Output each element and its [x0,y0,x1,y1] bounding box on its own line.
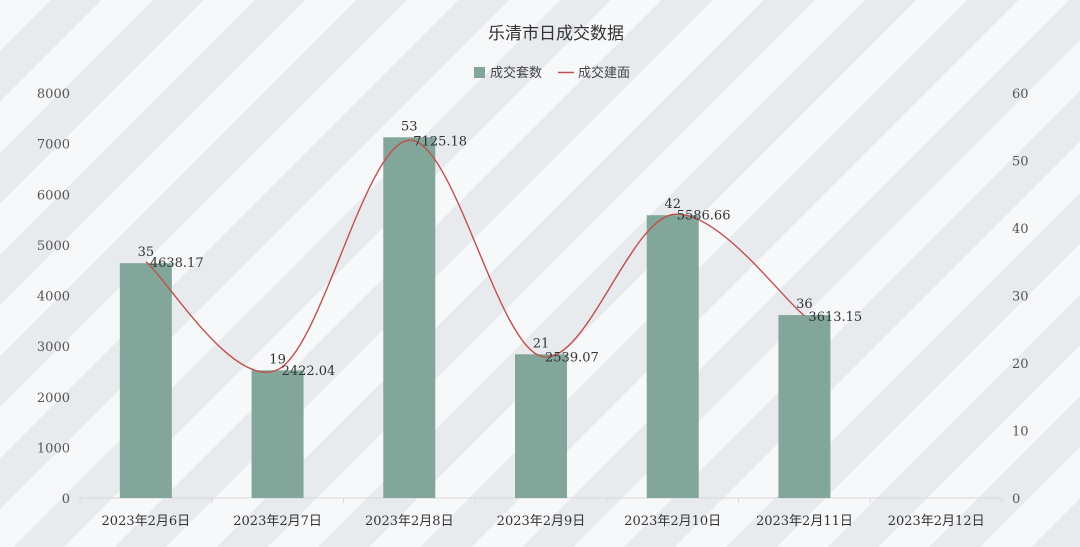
bar-value-label: 19 [269,352,286,367]
line-data-labels: 4638.17 2422.04 7125.18 2539.07 5586.66 3613.… [150,134,862,379]
x-axis-category-label: 2023年2月11日 [756,514,853,529]
x-axis-category-label: 2023年2月9日 [497,514,586,529]
left-axis-ticks: 0 1000 2000 3000 4000 5000 6000 7000 8000 [37,87,70,507]
right-tick-label: 10 [1012,425,1029,440]
left-tick-label: 0 [62,492,70,507]
right-tick-label: 40 [1012,222,1029,237]
bar-value-label: 42 [664,197,681,212]
x-axis-category-label: 2023年2月6日 [102,514,191,529]
left-tick-label: 2000 [37,391,70,406]
bar-value-label: 53 [401,119,418,134]
line-value-label: 2422.04 [282,364,336,379]
left-tick-label: 3000 [37,340,70,355]
bar [778,315,831,498]
bar [515,354,567,498]
line-value-label: 3613.15 [808,310,862,325]
bar [119,263,172,498]
left-tick-label: 6000 [37,188,70,203]
right-tick-label: 50 [1012,155,1029,170]
right-tick-label: 60 [1012,87,1029,102]
x-axis-category-label: 2023年2月12日 [888,514,985,529]
line-value-label: 7125.18 [413,134,467,149]
line-series [145,139,805,373]
left-tick-label: 7000 [37,138,70,153]
bar-value-label: 35 [138,245,155,260]
line-value-label: 5586.66 [677,209,731,224]
left-tick-label: 1000 [37,441,70,456]
x-axis-category-label: 2023年2月7日 [233,514,322,529]
bar-value-label: 21 [533,336,550,351]
right-tick-label: 30 [1012,290,1029,305]
legend-label-line: 成交建面 [578,65,630,81]
bar [251,370,304,498]
right-axis-ticks: 0 10 20 30 40 50 60 [1012,87,1029,507]
left-tick-label: 5000 [37,239,70,254]
right-tick-label: 20 [1012,357,1029,372]
line-value-label: 4638.17 [150,256,204,271]
left-tick-label: 8000 [37,87,70,102]
x-axis-category-label: 2023年2月10日 [624,514,721,529]
chart-legend: 成交套数 成交建面 [474,65,630,81]
bar-series [119,137,831,498]
bar-value-label: 36 [796,297,813,312]
bar [383,137,436,498]
chart-title: 乐清市日成交数据 [488,24,624,44]
bar-data-labels: 35 19 53 21 42 36 [138,119,813,367]
left-tick-label: 4000 [37,290,70,305]
right-tick-label: 0 [1012,492,1020,507]
x-axis-category-label: 2023年2月8日 [365,514,454,529]
line-value-label: 2539.07 [545,350,599,365]
x-axis-labels: 2023年2月6日 2023年2月7日 2023年2月8日 2023年2月9日 2023… [79,498,1003,529]
legend-label-bar: 成交套数 [490,65,542,81]
legend-swatch-bar [474,67,485,78]
bar [646,215,699,498]
